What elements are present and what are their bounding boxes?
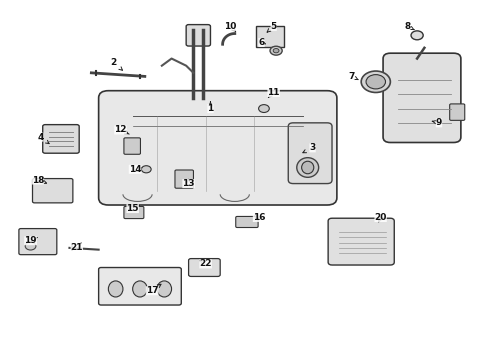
Text: 16: 16 <box>252 213 265 222</box>
FancyBboxPatch shape <box>287 123 331 184</box>
FancyBboxPatch shape <box>235 216 258 228</box>
FancyBboxPatch shape <box>32 179 73 203</box>
Ellipse shape <box>157 281 171 297</box>
Ellipse shape <box>366 75 385 89</box>
Ellipse shape <box>273 49 279 53</box>
Text: 1: 1 <box>207 104 213 113</box>
Text: 18: 18 <box>32 176 44 185</box>
FancyBboxPatch shape <box>186 24 210 46</box>
Ellipse shape <box>301 161 313 174</box>
FancyBboxPatch shape <box>188 258 220 276</box>
FancyBboxPatch shape <box>175 170 193 188</box>
Text: 17: 17 <box>145 286 158 295</box>
Text: 9: 9 <box>435 118 441 127</box>
Ellipse shape <box>269 46 282 55</box>
FancyBboxPatch shape <box>123 138 140 154</box>
Text: 20: 20 <box>374 213 386 222</box>
FancyBboxPatch shape <box>99 91 336 205</box>
Text: 10: 10 <box>224 22 236 31</box>
Text: 11: 11 <box>267 88 279 97</box>
FancyBboxPatch shape <box>255 26 284 47</box>
Text: 21: 21 <box>70 243 83 252</box>
Text: 12: 12 <box>114 126 126 135</box>
FancyBboxPatch shape <box>42 125 79 153</box>
Ellipse shape <box>108 281 122 297</box>
Text: 13: 13 <box>182 179 194 188</box>
FancyBboxPatch shape <box>449 104 464 120</box>
Text: 7: 7 <box>347 72 354 81</box>
Text: 14: 14 <box>128 165 141 174</box>
Ellipse shape <box>132 281 147 297</box>
Text: 15: 15 <box>126 204 139 213</box>
Ellipse shape <box>141 166 151 173</box>
Ellipse shape <box>410 31 422 40</box>
Text: 4: 4 <box>37 132 43 141</box>
Text: 6: 6 <box>258 38 264 47</box>
Text: 19: 19 <box>24 236 37 245</box>
Text: 3: 3 <box>309 143 315 152</box>
Ellipse shape <box>258 105 269 112</box>
Text: 8: 8 <box>404 22 409 31</box>
FancyBboxPatch shape <box>123 206 143 219</box>
FancyBboxPatch shape <box>382 53 460 143</box>
FancyBboxPatch shape <box>19 229 57 255</box>
Ellipse shape <box>296 158 318 177</box>
FancyBboxPatch shape <box>327 218 393 265</box>
Text: 2: 2 <box>110 58 116 67</box>
Ellipse shape <box>25 242 36 250</box>
Ellipse shape <box>361 71 389 93</box>
Text: 22: 22 <box>199 260 211 269</box>
Text: 5: 5 <box>270 22 276 31</box>
FancyBboxPatch shape <box>99 267 181 305</box>
